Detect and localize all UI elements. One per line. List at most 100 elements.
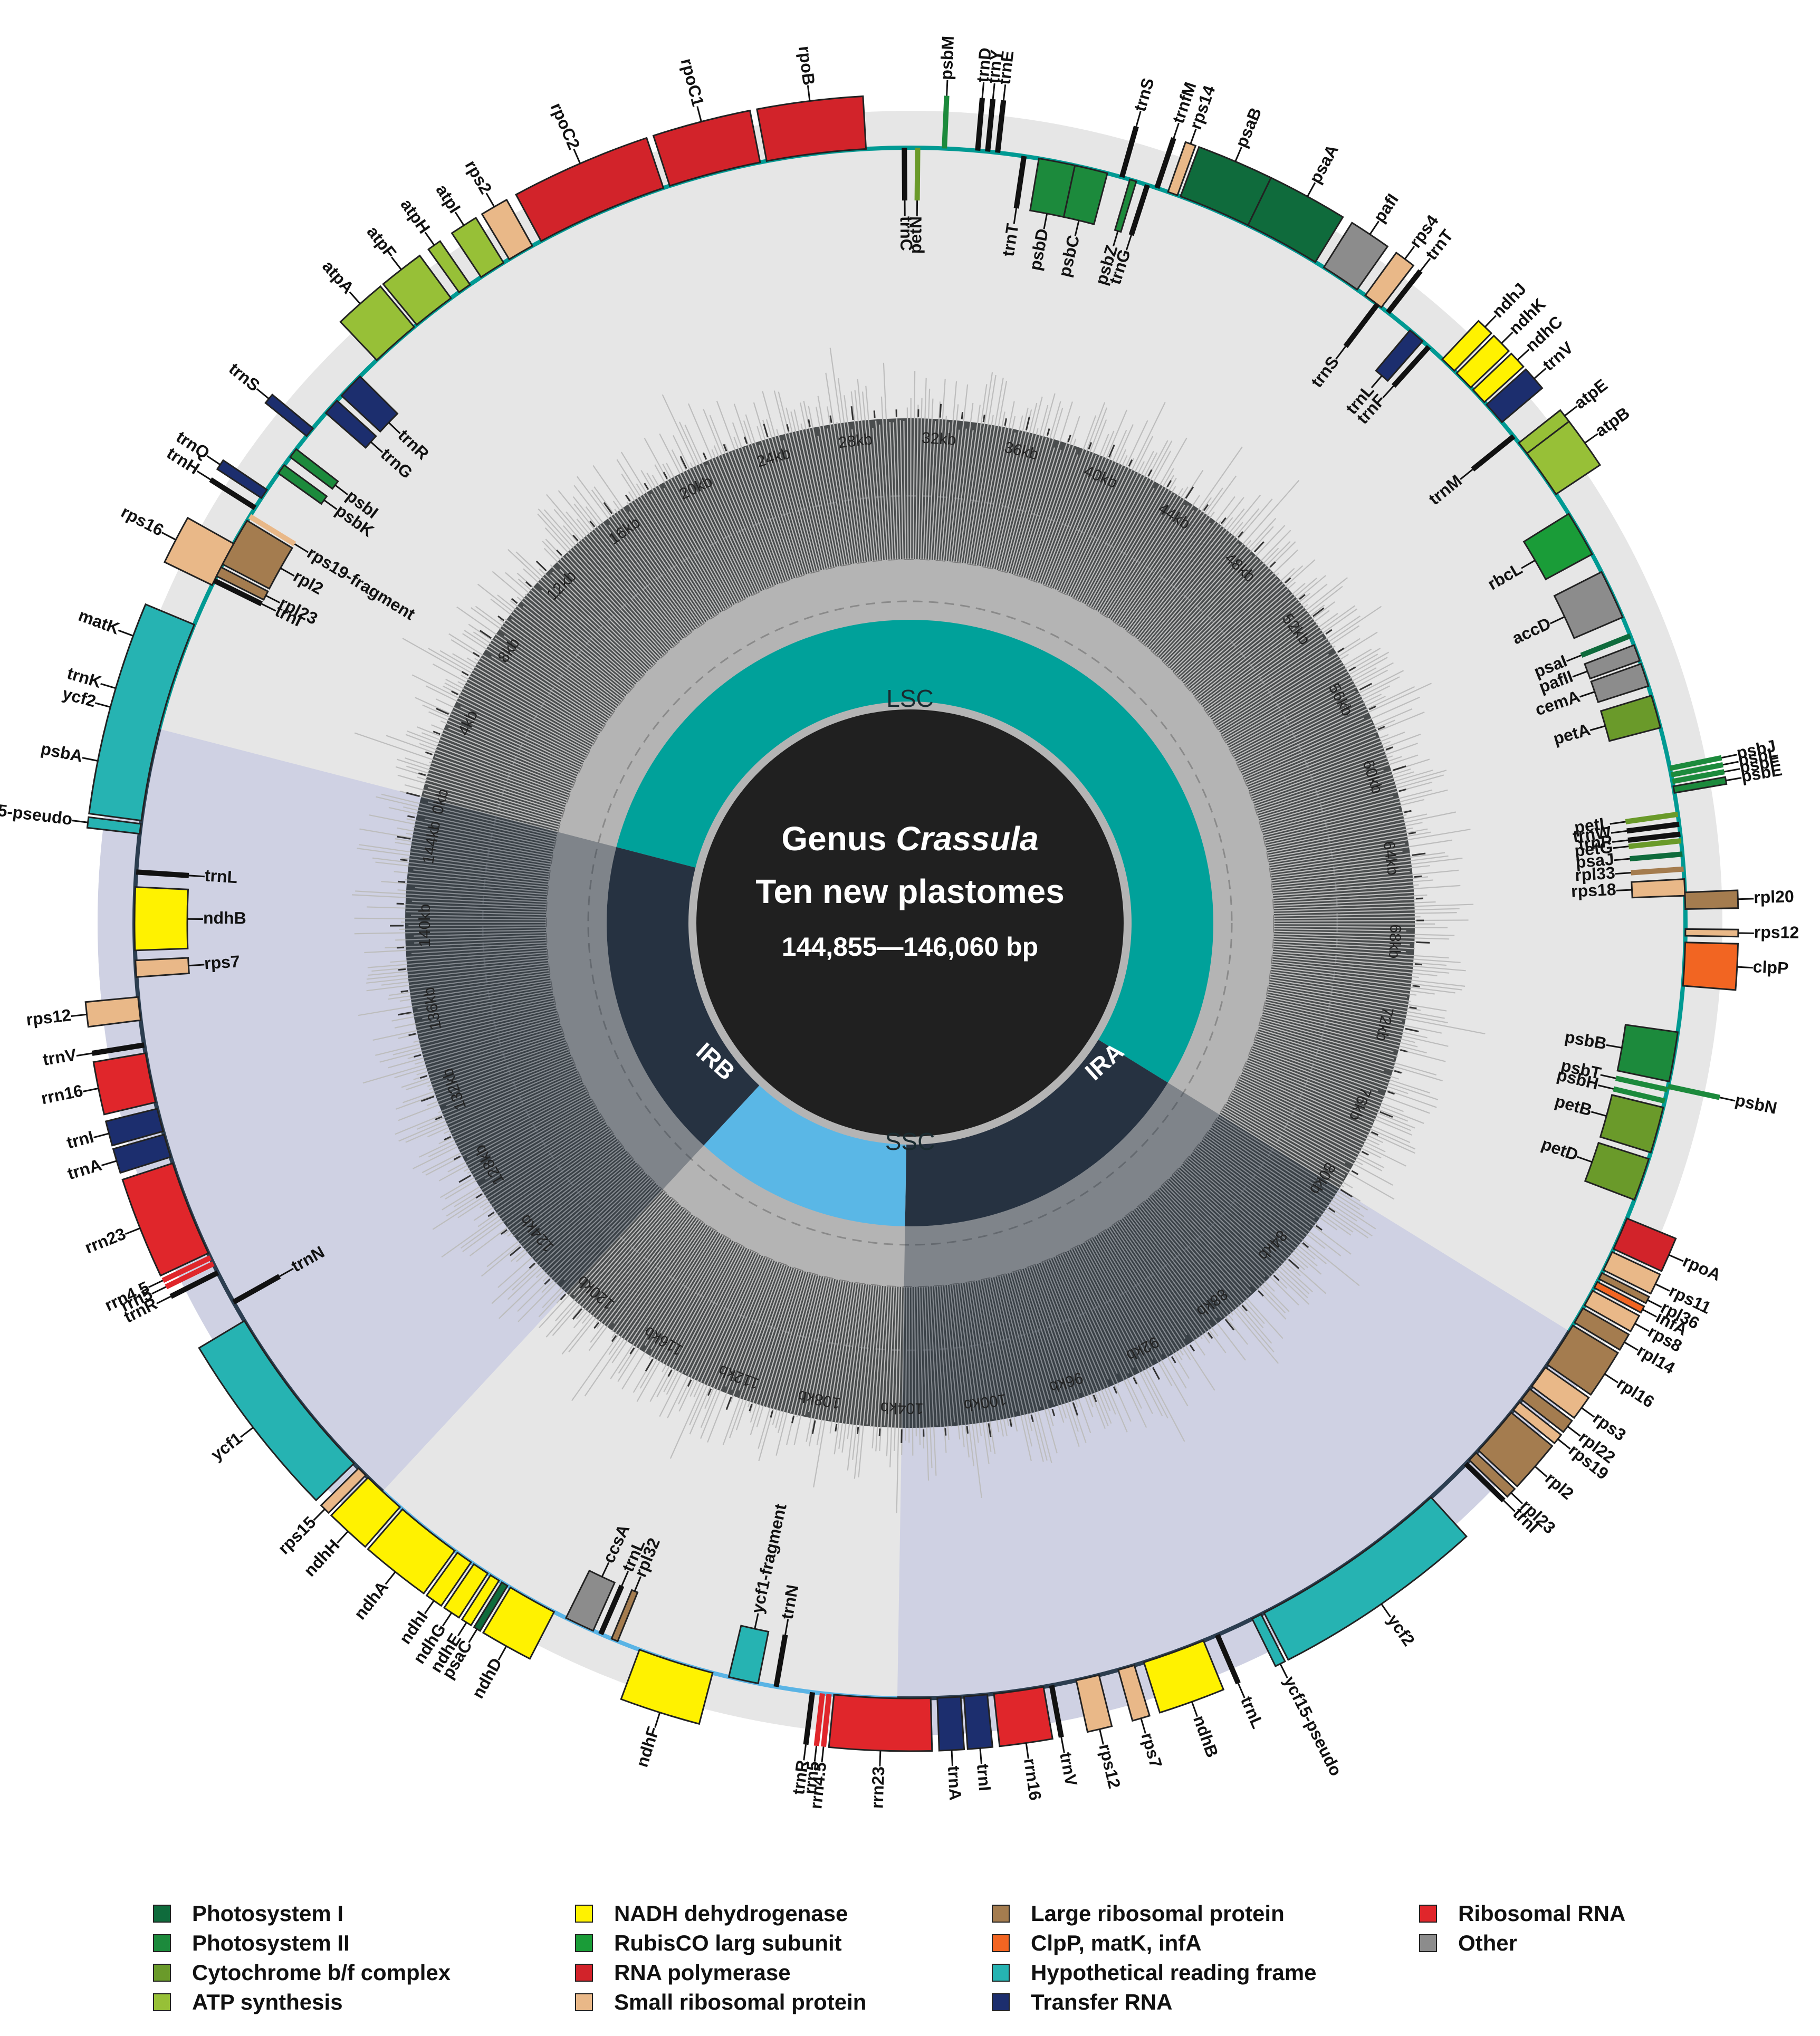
- gene-leader: [1371, 375, 1383, 388]
- gene-block: [1117, 1664, 1151, 1722]
- gene-block: [598, 1584, 625, 1636]
- gene-block: [427, 240, 472, 294]
- legend-item: Photosystem II: [153, 1928, 451, 1958]
- legend-label: RNA polymerase: [614, 1960, 791, 1985]
- gene-block: [1599, 1094, 1664, 1154]
- gene-leader: [1606, 1044, 1622, 1049]
- gene-block: [1590, 662, 1650, 704]
- gene-leader: [1634, 1323, 1650, 1332]
- gene-block: [112, 1134, 172, 1174]
- gene-leader: [1307, 182, 1316, 197]
- gene-label: rrn16: [1020, 1757, 1045, 1801]
- gene-leader: [1237, 1683, 1246, 1698]
- gene-block: [813, 1693, 825, 1746]
- legend-item: Other: [1419, 1928, 1625, 1958]
- gene-label: rps15: [274, 1513, 320, 1558]
- legend-label: Other: [1458, 1931, 1518, 1955]
- gene-label: rrn23: [867, 1766, 888, 1809]
- gene-label: atpF: [363, 222, 400, 262]
- legend-swatch: [153, 1964, 171, 1982]
- gene-leader: [1484, 315, 1497, 328]
- gene-leader: [196, 470, 211, 481]
- gene-leader: [1534, 368, 1547, 379]
- gene-leader: [1613, 846, 1629, 849]
- gene-block: [1616, 1024, 1679, 1083]
- gene-leader: [93, 1132, 109, 1138]
- ssc-ring: [703, 1085, 907, 1226]
- gene-leader: [101, 1160, 117, 1166]
- gene-label: rpoC2: [547, 100, 584, 152]
- gene-label: trnP: [1577, 831, 1613, 854]
- center-core: [696, 709, 1124, 1137]
- gene-block: [610, 1589, 639, 1643]
- gene-leader: [1013, 208, 1018, 224]
- gene-leader: [1043, 213, 1048, 229]
- gene-leader: [1460, 468, 1473, 480]
- gene-block: [620, 1648, 714, 1725]
- gene-block: [1553, 571, 1624, 639]
- gc-guide-mid: [545, 558, 1275, 1288]
- gene-label: trnA: [65, 1155, 104, 1183]
- gene-block: [1391, 345, 1431, 388]
- gene-leader: [261, 603, 276, 612]
- gene-leader: [1584, 433, 1598, 444]
- gene-block: [135, 957, 190, 978]
- gene-leader: [1173, 122, 1180, 139]
- gene-block: [1597, 1272, 1651, 1304]
- gene-block: [1628, 838, 1682, 849]
- gene-block: [1672, 776, 1728, 794]
- gene-block: [1682, 942, 1739, 991]
- gene-leader: [424, 1600, 435, 1615]
- gene-leader: [256, 388, 270, 400]
- gene-leader: [206, 455, 221, 466]
- gene-leader: [1597, 1084, 1614, 1090]
- legend-label: Cytochrome b/f complex: [192, 1960, 451, 1985]
- gene-leader: [1550, 616, 1565, 625]
- gene-leader: [1420, 258, 1431, 272]
- gene-leader: [1404, 246, 1415, 260]
- gene-label: trnI: [64, 1127, 95, 1153]
- gene-label: rps12: [25, 1005, 72, 1029]
- gene-block: [339, 285, 416, 361]
- gene-block: [1263, 1496, 1468, 1661]
- kb-tick-label: 140kb: [416, 904, 434, 947]
- gene-leader: [754, 1613, 759, 1629]
- gene-block: [1583, 1290, 1641, 1333]
- gene-block: [277, 464, 328, 505]
- gene-block: [1477, 1411, 1554, 1487]
- legend-label: ATP synthesis: [192, 1990, 343, 2014]
- gene-block: [443, 1563, 489, 1619]
- gene-label: psaB: [1232, 105, 1266, 150]
- legend-swatch: [153, 1934, 171, 1952]
- gene-block: [1323, 222, 1389, 291]
- gene-block: [133, 886, 189, 952]
- gene-block: [773, 1634, 788, 1687]
- gene-block: [1615, 1075, 1668, 1092]
- gene-label: clpP: [1752, 957, 1789, 978]
- gene-leader: [1624, 1341, 1639, 1351]
- title-prefix: Genus: [781, 820, 896, 858]
- gene-block: [121, 1162, 209, 1277]
- region-label-ssc: SSC: [885, 1128, 935, 1155]
- legend-swatch: [575, 1934, 593, 1952]
- title-genus: Crassula: [896, 820, 1038, 858]
- legend-item: NADH dehydrogenase: [575, 1899, 866, 1928]
- gene-label: rpoB: [795, 45, 819, 86]
- legend-item: ClpP, matK, infA: [992, 1928, 1316, 1958]
- gene-leader: [125, 1227, 141, 1235]
- gene-block: [382, 254, 452, 326]
- gene-leader: [573, 148, 581, 164]
- gene-block: [1364, 251, 1415, 309]
- gene-leader: [1726, 777, 1742, 782]
- gene-block: [1630, 851, 1683, 862]
- gene-leader: [454, 212, 465, 226]
- gene-leader: [100, 683, 116, 689]
- gene-leader: [1591, 1111, 1607, 1117]
- gene-leader: [148, 1280, 164, 1288]
- gene-block: [515, 137, 665, 242]
- gene-block: [1343, 302, 1380, 348]
- gene-block: [198, 1320, 355, 1502]
- gene-block: [975, 98, 985, 151]
- gene-label: ycf15-pseudo: [0, 796, 73, 829]
